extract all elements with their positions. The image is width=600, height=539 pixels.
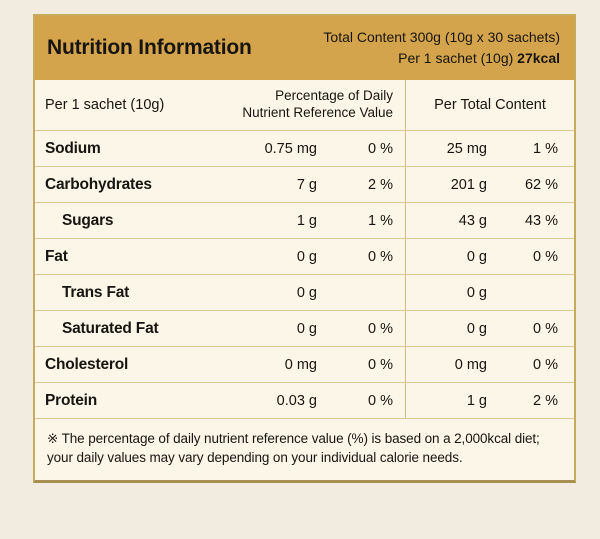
table-row: Carbohydrates 7 g 2 % 201 g 62 % bbox=[35, 166, 574, 202]
column-header-per-sachet: Per 1 sachet (10g) bbox=[45, 97, 165, 113]
column-header-daily-value: Percentage of Daily Nutrient Reference Va… bbox=[185, 80, 405, 130]
nutrient-label: Sodium bbox=[45, 139, 101, 157]
total-amount: 25 mg bbox=[405, 131, 497, 166]
sachet-percent: 1 % bbox=[368, 212, 393, 229]
total-percent: 0 % bbox=[533, 356, 558, 373]
nutrient-label: Protein bbox=[45, 391, 97, 409]
total-amount: 201 g bbox=[405, 167, 497, 202]
daily-value-header-text: Percentage of Daily Nutrient Reference Va… bbox=[242, 88, 393, 122]
sachet-amount: 0 mg bbox=[284, 356, 317, 373]
nutrient-label: Cholesterol bbox=[45, 355, 129, 373]
total-percent: 62 % bbox=[524, 176, 558, 193]
footnote: ※ The percentage of daily nutrient refer… bbox=[35, 418, 574, 467]
total-percent: 43 % bbox=[524, 212, 558, 229]
daily-value-header-line1: Percentage of Daily bbox=[275, 88, 393, 104]
total-amount: 0 g bbox=[405, 275, 497, 310]
per-sachet-prefix: Per 1 sachet (10g) bbox=[398, 50, 518, 66]
sachet-percent: 0 % bbox=[368, 392, 393, 409]
nutrient-label: Trans Fat bbox=[62, 283, 130, 301]
page-title: Nutrition Information bbox=[47, 36, 252, 59]
per-sachet-kcal: 27kcal bbox=[517, 50, 560, 66]
table-row: Saturated Fat 0 g 0 % 0 g 0 % bbox=[35, 310, 574, 346]
sachet-amount: 0.03 g bbox=[276, 392, 317, 409]
total-amount: 0 mg bbox=[405, 347, 497, 382]
sachet-amount: 0.75 mg bbox=[264, 140, 317, 157]
total-content-text: Total Content 300g (10g x 30 sachets) bbox=[323, 29, 560, 45]
nutrient-label: Fat bbox=[45, 247, 68, 265]
per-sachet-calories-text: Per 1 sachet (10g) 27kcal bbox=[323, 48, 560, 69]
column-header-per-total: Per Total Content bbox=[405, 80, 574, 130]
sachet-amount: 7 g bbox=[296, 176, 317, 193]
table-header-row: Per 1 sachet (10g) Percentage of Daily Nu… bbox=[35, 80, 574, 130]
header-bar: Nutrition Information Total Content 300g… bbox=[35, 16, 574, 80]
table-row: Fat 0 g 0 % 0 g 0 % bbox=[35, 238, 574, 274]
nutrient-label: Sugars bbox=[62, 211, 114, 229]
total-amount: 0 g bbox=[405, 311, 497, 346]
table-row: Trans Fat 0 g 0 g bbox=[35, 274, 574, 310]
sachet-amount: 0 g bbox=[296, 320, 317, 337]
nutrient-label: Saturated Fat bbox=[62, 319, 159, 337]
sachet-amount: 1 g bbox=[296, 212, 317, 229]
sachet-percent: 0 % bbox=[368, 248, 393, 265]
table-row: Cholesterol 0 mg 0 % 0 mg 0 % bbox=[35, 346, 574, 382]
nutrition-label-card: Nutrition Information Total Content 300g… bbox=[33, 14, 576, 483]
total-amount: 0 g bbox=[405, 239, 497, 274]
total-percent: 0 % bbox=[533, 320, 558, 337]
daily-value-header-line2: Nutrient Reference Value bbox=[242, 105, 393, 120]
total-amount: 43 g bbox=[405, 203, 497, 238]
total-amount: 1 g bbox=[405, 383, 497, 418]
footnote-line1: ※ The percentage of daily nutrient refer… bbox=[47, 431, 540, 446]
sachet-percent: 0 % bbox=[368, 320, 393, 337]
nutrient-label: Carbohydrates bbox=[45, 175, 152, 193]
total-percent: 0 % bbox=[533, 248, 558, 265]
sachet-percent: 0 % bbox=[368, 356, 393, 373]
sachet-percent bbox=[327, 275, 405, 310]
table-row: Sodium 0.75 mg 0 % 25 mg 1 % bbox=[35, 130, 574, 166]
sachet-amount: 0 g bbox=[296, 248, 317, 265]
header-summary: Total Content 300g (10g x 30 sachets) Pe… bbox=[323, 27, 560, 69]
total-percent: 1 % bbox=[533, 140, 558, 157]
total-percent bbox=[497, 275, 574, 310]
footnote-line2: your daily values may vary depending on … bbox=[47, 450, 463, 466]
table-row: Sugars 1 g 1 % 43 g 43 % bbox=[35, 202, 574, 238]
sachet-amount: 0 g bbox=[296, 284, 317, 301]
table-row: Protein 0.03 g 0 % 1 g 2 % bbox=[35, 382, 574, 418]
total-percent: 2 % bbox=[533, 392, 558, 409]
sachet-percent: 0 % bbox=[368, 140, 393, 157]
sachet-percent: 2 % bbox=[368, 176, 393, 193]
